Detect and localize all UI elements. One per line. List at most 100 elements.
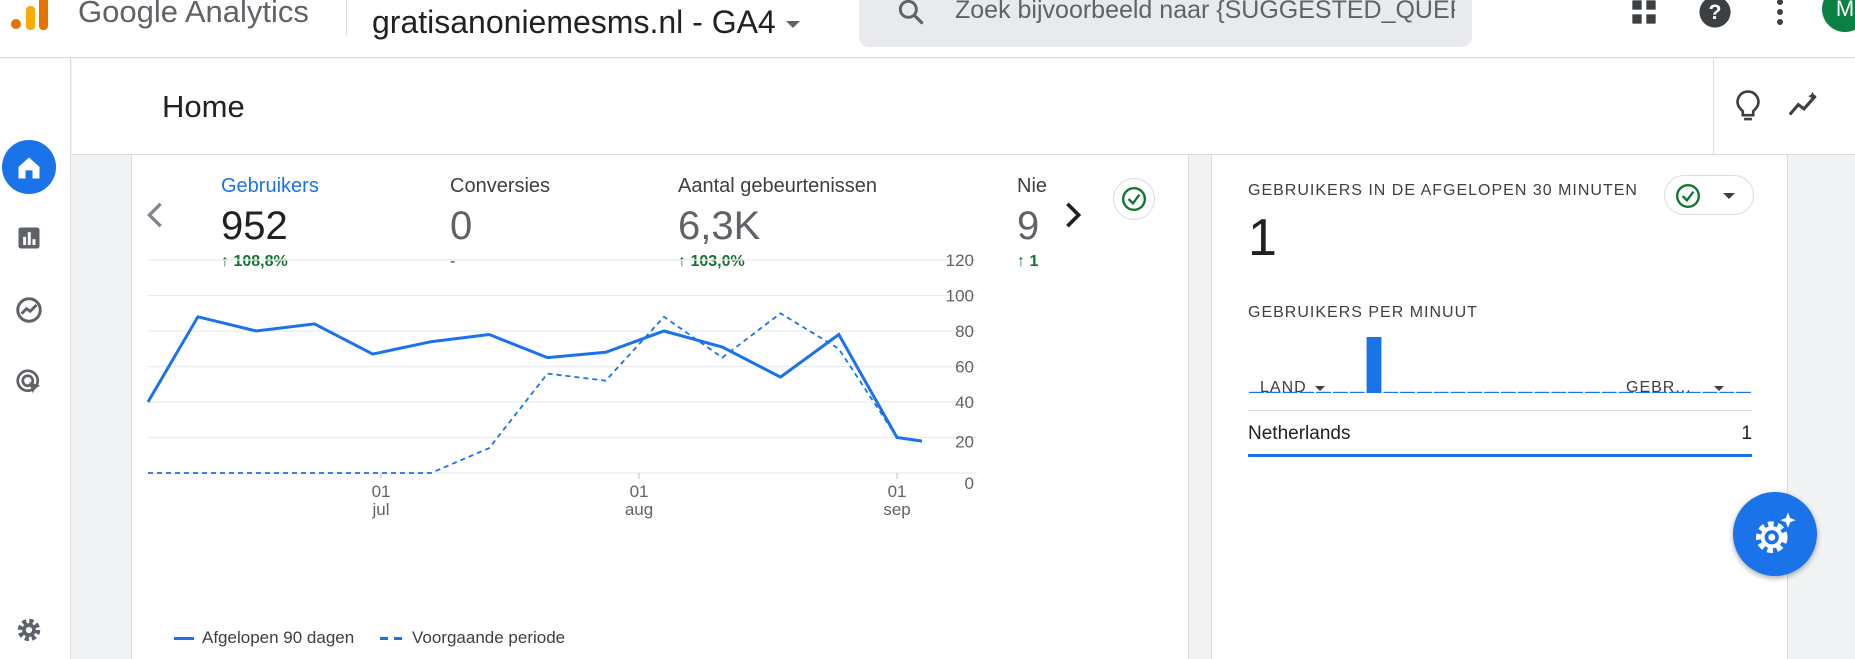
kpi-tab-new-users[interactable]: Nie 9 ↑ 1: [1017, 175, 1046, 271]
analytics-intelligence-fab[interactable]: [1733, 492, 1817, 576]
help-icon[interactable]: ?: [1697, 0, 1733, 30]
per-minute-bar: [1282, 391, 1298, 393]
avatar-letter: M: [1835, 0, 1855, 21]
insights-bulb-icon[interactable]: [1732, 89, 1764, 128]
legend-swatch-dashed: [380, 636, 404, 640]
y-tick-label: 20: [955, 433, 974, 452]
advertising-icon[interactable]: [0, 353, 58, 411]
per-minute-bar: [1652, 391, 1667, 393]
per-minute-bar: [1467, 391, 1483, 393]
per-minute-bar: [1433, 391, 1449, 393]
admin-settings-icon[interactable]: [0, 601, 58, 659]
kpi-clip-region: Nie 9 ↑ 1: [1017, 155, 1107, 275]
x-tick-day: 01: [888, 482, 907, 501]
divider: [346, 0, 347, 36]
realtime-card: GEBRUIKERS IN DE AFGELOPEN 30 MINUTEN 1 …: [1211, 155, 1788, 659]
home-icon[interactable]: [0, 139, 58, 197]
per-minute-bar: [1585, 391, 1600, 393]
kpi-tab-events[interactable]: Aantal gebeurtenissen 6,3K ↑ 103,0%: [678, 175, 877, 271]
property-name: gratisanoniemesms.nl - GA4: [372, 4, 776, 40]
per-minute-bar: [1299, 391, 1315, 393]
kpi-delta: ↑ 108,8%: [221, 253, 288, 270]
per-minute-bar: [1316, 391, 1331, 393]
per-minute-bar: [1366, 337, 1382, 393]
per-minute-bar: [1501, 391, 1516, 393]
per-minute-bar: [1601, 391, 1617, 393]
per-minute-bar: [1702, 391, 1718, 393]
per-minute-bar: [1685, 391, 1701, 393]
legend-item-current[interactable]: Afgelopen 90 dagen: [174, 628, 354, 648]
chevron-right-icon[interactable]: [1064, 201, 1082, 234]
search-input[interactable]: Zoek bijvoorbeeld naar {SUGGESTED_QUER..…: [955, 0, 1455, 24]
sort-caret-icon: [1314, 385, 1325, 391]
kpi-value: 9: [1017, 204, 1040, 248]
user-count: 1: [1741, 423, 1752, 444]
per-minute-bar: [1719, 391, 1735, 393]
legend-swatch-solid: [174, 636, 194, 640]
legend-label: Afgelopen 90 dagen: [202, 628, 355, 647]
per-minute-bar: [1736, 391, 1751, 393]
y-tick-label: 120: [946, 251, 974, 270]
account-avatar[interactable]: M: [1822, 0, 1855, 32]
series-previous-period-line: [148, 312, 923, 474]
reports-icon[interactable]: [0, 209, 58, 267]
y-tick-label: 80: [955, 322, 974, 341]
per-minute-bar: [1517, 391, 1533, 393]
property-selector[interactable]: gratisanoniemesms.nl - GA4: [372, 4, 800, 41]
per-minute-bar: [1568, 391, 1583, 393]
per-minute-bar: [1618, 391, 1634, 393]
legend-item-previous[interactable]: Voorgaande periode: [380, 628, 565, 648]
insights-trend-icon[interactable]: [1787, 89, 1821, 128]
x-tick-day: 01: [630, 482, 649, 501]
kpi-value: 6,3K: [678, 204, 761, 248]
page-title: Home: [162, 89, 245, 124]
top-app-bar: Google Analytics gratisanoniemesms.nl - …: [0, 0, 1855, 58]
x-tick-month: jul: [372, 500, 390, 519]
per-minute-bar: [1450, 391, 1466, 393]
kpi-delta: ↑ 103,0%: [678, 253, 745, 270]
left-navigation: [0, 59, 71, 659]
sparkle-gear-icon: [1755, 512, 1796, 554]
table-row[interactable]: Netherlands 1: [1248, 411, 1752, 457]
per-minute-bar: [1249, 391, 1264, 393]
y-tick-label: 100: [946, 287, 974, 306]
users-per-minute-bars: [1249, 337, 1751, 393]
kpi-tab-conversions[interactable]: Conversies 0 -: [450, 175, 550, 271]
x-tick-day: 01: [372, 482, 391, 501]
per-minute-bar: [1265, 391, 1281, 393]
per-minute-bar: [1349, 391, 1365, 393]
apps-grid-icon[interactable]: [1626, 0, 1662, 30]
per-minute-bar: [1669, 391, 1684, 393]
per-minute-bar: [1417, 391, 1432, 393]
search-box[interactable]: Zoek bijvoorbeeld naar {SUGGESTED_QUER..…: [859, 0, 1472, 47]
overview-card: Gebruikers 952 ↑ 108,8% Conversies 0 - A…: [131, 155, 1189, 659]
series-last-90-days-line: [146, 315, 923, 443]
country-name: Netherlands: [1248, 423, 1351, 444]
y-tick-label: 40: [955, 393, 974, 412]
search-icon: [898, 0, 924, 25]
column-label: LAND: [1260, 379, 1307, 396]
analytics-logo[interactable]: [8, 0, 52, 32]
kpi-tab-users[interactable]: Gebruikers 952 ↑ 108,8%: [221, 175, 319, 271]
kpi-label: Aantal gebeurtenissen: [678, 175, 878, 197]
realtime-quality-dropdown[interactable]: [1664, 175, 1754, 215]
kpi-delta: ↑ 1: [1017, 253, 1039, 270]
per-minute-bar: [1635, 391, 1651, 393]
explore-icon[interactable]: [0, 281, 58, 339]
realtime-users-value: 1: [1248, 209, 1277, 267]
column-users-sort[interactable]: GEBR...: [1626, 379, 1724, 397]
x-tick-month: sep: [883, 500, 910, 519]
product-name: Google Analytics: [78, 0, 309, 29]
kpi-value: 952: [221, 204, 288, 248]
chevron-down-icon: [785, 21, 800, 28]
more-vert-icon[interactable]: [1762, 0, 1798, 30]
per-minute-bar: [1400, 391, 1415, 393]
column-country-sort[interactable]: LAND: [1260, 379, 1325, 397]
chevron-down-icon: [1723, 193, 1735, 199]
check-circle-icon: [1675, 183, 1701, 209]
chevron-left-icon[interactable]: [146, 201, 164, 234]
data-quality-check-icon[interactable]: [1113, 178, 1155, 220]
kpi-value: 0: [450, 204, 473, 248]
per-minute-bar: [1551, 391, 1567, 393]
